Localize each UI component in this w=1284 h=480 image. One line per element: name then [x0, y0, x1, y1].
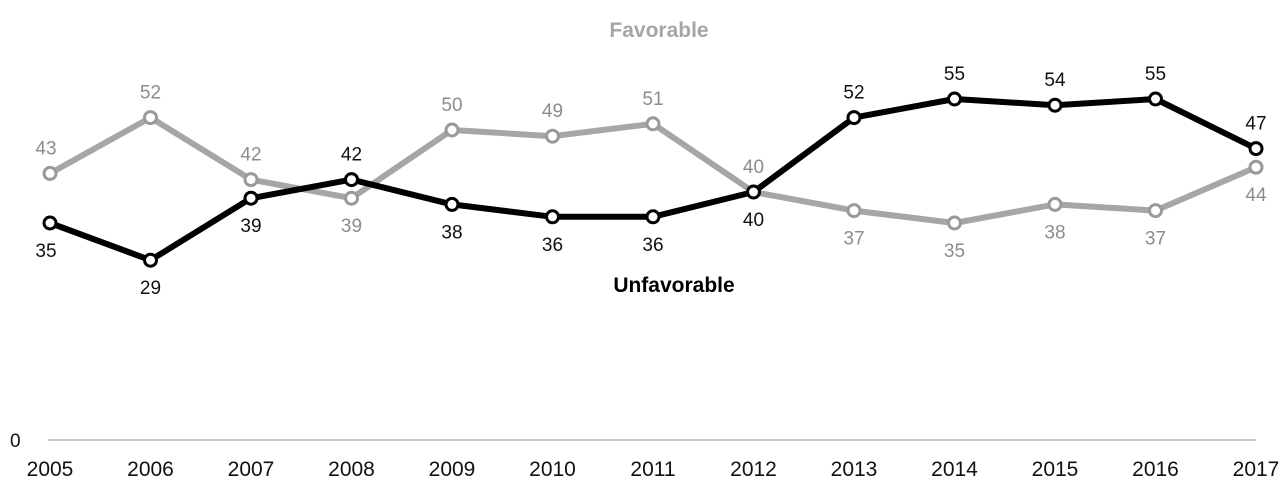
favorable-point — [1148, 203, 1163, 219]
favorable-data-label: 42 — [240, 145, 261, 166]
unfavorable-point — [846, 110, 862, 126]
unfavorable-point — [645, 209, 661, 225]
favorable-data-label: 37 — [843, 229, 864, 250]
x-tick-label: 2005 — [27, 458, 74, 480]
unfavorable-data-label: 40 — [743, 210, 764, 231]
favorable-data-label: 43 — [35, 138, 56, 159]
favorable-data-label: 49 — [542, 101, 563, 122]
unfavorable-data-label: 55 — [1145, 64, 1166, 85]
unfavorable-point — [1047, 97, 1063, 113]
favorable-data-label: 40 — [743, 157, 764, 178]
favorable-point — [1248, 159, 1264, 175]
unfavorable-data-label: 39 — [240, 216, 261, 237]
unfavorable-data-label: 35 — [35, 241, 56, 262]
favorable-point — [143, 110, 158, 126]
unfavorable-data-label: 36 — [642, 235, 663, 256]
unfavorable-data-label: 55 — [944, 64, 965, 85]
favorable-data-label: 50 — [441, 95, 462, 116]
x-tick-label: 2015 — [1032, 458, 1079, 480]
series-name-favorable: Favorable — [609, 19, 708, 42]
unfavorable-point — [1148, 91, 1163, 107]
favorable-point — [645, 116, 661, 132]
unfavorable-data-label: 38 — [441, 222, 462, 243]
unfavorable-point — [344, 172, 359, 188]
unfavorable-data-label: 47 — [1245, 114, 1266, 135]
favorable-point — [444, 122, 460, 138]
unfavorable-point — [143, 252, 158, 268]
favorable-data-label: 44 — [1245, 185, 1267, 206]
favorable-data-label: 35 — [944, 241, 965, 262]
x-tick-label: 2013 — [831, 458, 878, 480]
unfavorable-point — [42, 215, 58, 231]
unfavorable-data-label: 29 — [140, 278, 161, 299]
series-markers — [42, 91, 1264, 268]
favorable-point — [1047, 196, 1063, 212]
x-tick-label: 2012 — [730, 458, 777, 480]
favorable-point — [545, 128, 560, 144]
favorable-data-label: 52 — [140, 83, 161, 104]
unfavorable-data-label: 36 — [542, 235, 563, 256]
favorable-point — [846, 203, 862, 219]
x-tick-label: 2016 — [1132, 458, 1179, 480]
favorable-point — [344, 190, 359, 206]
x-tick-label: 2008 — [328, 458, 375, 480]
y-zero-label: 0 — [10, 431, 21, 452]
favorable-data-label: 38 — [1044, 222, 1065, 243]
series-name-unfavorable: Unfavorable — [613, 274, 734, 297]
favorable-data-label: 51 — [642, 89, 663, 110]
x-tick-labels: 2005 2006 2007 2008 2009 2010 2011 2012 2013 2014… — [27, 458, 1280, 480]
unfavorable-point — [545, 209, 560, 225]
unfavorable-point — [243, 190, 259, 206]
data-labels: 43 52 42 39 50 49 51 40 37 35 38 37 44 35 29 39 42 38 36 36… — [35, 64, 1267, 299]
unfavorable-data-label: 54 — [1044, 70, 1066, 91]
x-tick-label: 2014 — [931, 458, 978, 480]
unfavorable-data-label: 52 — [843, 83, 864, 104]
x-tick-label: 2007 — [228, 458, 275, 480]
unfavorable-point — [1248, 141, 1264, 157]
favorable-data-label: 37 — [1145, 229, 1166, 250]
unfavorable-point — [444, 196, 460, 212]
unfavorable-point — [947, 91, 962, 107]
favorable-point — [243, 172, 259, 188]
favorable-point — [947, 215, 962, 231]
x-tick-label: 2009 — [429, 458, 476, 480]
x-tick-label: 2006 — [127, 458, 174, 480]
unfavorable-point — [746, 184, 761, 200]
favorable-point — [42, 165, 58, 181]
x-tick-label: 2017 — [1233, 458, 1280, 480]
unfavorable-data-label: 42 — [341, 145, 362, 166]
x-tick-label: 2010 — [529, 458, 576, 480]
favorable-data-label: 39 — [341, 216, 362, 237]
x-tick-label: 2011 — [630, 458, 675, 480]
